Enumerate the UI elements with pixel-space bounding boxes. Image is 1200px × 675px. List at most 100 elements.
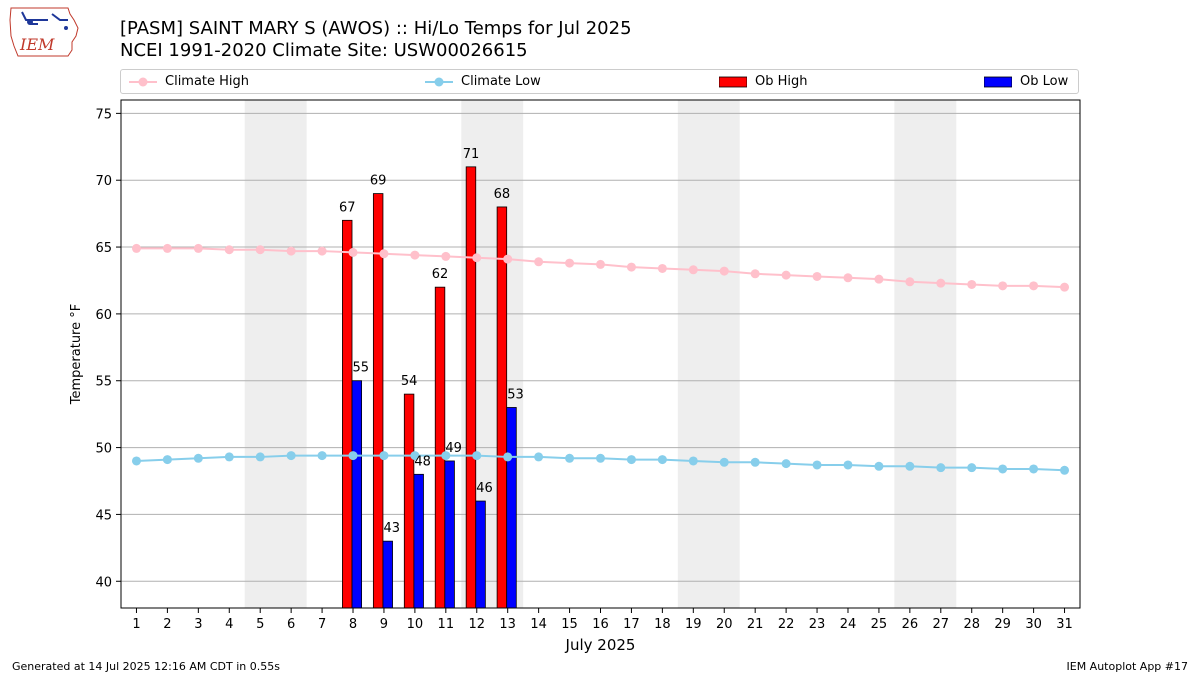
legend-climate-high-swatch — [129, 77, 157, 86]
climate-low-point — [565, 453, 575, 463]
climate-low-point — [1060, 465, 1070, 475]
climate-low-point — [379, 451, 389, 461]
climate-high-point — [781, 270, 791, 280]
y-tick-label: 65 — [95, 241, 112, 256]
climate-high-point — [719, 266, 729, 276]
x-tick-label: 28 — [963, 617, 980, 632]
climate-low-point — [812, 460, 822, 470]
climate-low-point — [472, 451, 482, 461]
climate-high-point — [255, 245, 265, 255]
climate-low-point — [998, 464, 1008, 474]
y-tick-label: 70 — [95, 174, 112, 189]
x-tick-label: 27 — [933, 617, 950, 632]
title-line-1: [PASM] SAINT MARY S (AWOS) :: Hi/Lo Temp… — [120, 18, 632, 39]
ob-low-label: 49 — [445, 441, 462, 456]
ob-high-label: 69 — [370, 174, 387, 189]
climate-low-point — [781, 459, 791, 469]
legend-label: Climate Low — [461, 74, 541, 89]
x-tick-label: 11 — [438, 617, 455, 632]
ob-high-bar — [403, 393, 415, 609]
climate-low-point — [750, 457, 760, 467]
x-tick-label: 21 — [747, 617, 764, 632]
climate-high-point — [1060, 282, 1070, 292]
x-tick-label: 24 — [840, 617, 857, 632]
logo-text: IEM — [19, 35, 55, 54]
climate-high-point — [503, 254, 513, 264]
x-tick-label: 26 — [902, 617, 919, 632]
ob-low-label: 55 — [353, 361, 370, 376]
climate-low-point — [626, 455, 636, 465]
climate-high-point — [348, 247, 358, 257]
x-tick-label: 25 — [871, 617, 888, 632]
x-tick-label: 23 — [809, 617, 826, 632]
x-tick-label: 14 — [530, 617, 547, 632]
x-tick-label: 9 — [380, 617, 388, 632]
ob-low-bar — [351, 380, 363, 609]
y-tick-label: 75 — [95, 107, 112, 122]
legend-ob-low: Ob Low — [984, 70, 1068, 93]
x-tick-label: 18 — [654, 617, 671, 632]
ob-low-label: 53 — [507, 387, 524, 402]
x-tick-label: 8 — [349, 617, 357, 632]
ob-high-bar — [434, 286, 446, 609]
x-tick-label: 19 — [685, 617, 702, 632]
climate-high-point — [688, 265, 698, 275]
climate-low-point — [874, 461, 884, 471]
y-tick-label: 40 — [95, 575, 112, 590]
legend-label: Ob Low — [1020, 74, 1069, 89]
ob-low-label: 48 — [414, 454, 431, 469]
ob-low-bar — [444, 460, 455, 609]
ob-high-label: 67 — [339, 200, 356, 215]
y-tick-label: 45 — [95, 508, 112, 523]
legend: Climate High Climate Low Ob High Ob Low — [120, 69, 1079, 94]
climate-low-point — [224, 452, 234, 462]
climate-high-point — [410, 250, 420, 260]
ob-high-label: 71 — [463, 147, 480, 162]
ob-high-bar — [465, 166, 477, 609]
climate-high-point — [905, 277, 915, 287]
legend-ob-high: Ob High — [719, 70, 808, 93]
y-tick-label: 50 — [95, 442, 112, 457]
legend-climate-high: Climate High — [129, 70, 249, 93]
x-tick-label: 2 — [163, 617, 171, 632]
climate-low-point — [503, 452, 513, 462]
climate-low-point — [596, 453, 605, 463]
climate-high-point — [441, 251, 451, 261]
x-tick-label: 10 — [407, 617, 424, 632]
climate-high-point — [1029, 281, 1039, 291]
climate-high-point — [379, 249, 389, 259]
x-tick-label: 13 — [499, 617, 516, 632]
y-tick-label: 60 — [95, 308, 112, 323]
ob-low-bar — [506, 407, 517, 609]
climate-low-point — [162, 455, 172, 465]
x-tick-label: 3 — [194, 617, 202, 632]
ob-high-bar — [496, 206, 508, 609]
x-axis-label: July 2025 — [565, 636, 636, 654]
app-credit: IEM Autoplot App #17 — [1066, 660, 1189, 673]
ob-low-bar — [382, 540, 393, 609]
x-tick-label: 12 — [468, 617, 485, 632]
legend-climate-low: Climate Low — [425, 70, 541, 93]
climate-low-point — [843, 460, 853, 470]
ob-high-label: 68 — [494, 187, 511, 202]
climate-high-point — [472, 253, 482, 263]
climate-low-point — [441, 451, 451, 461]
x-tick-label: 20 — [716, 617, 733, 632]
climate-high-point — [843, 273, 853, 283]
climate-high-point — [286, 246, 296, 256]
ob-low-bar — [475, 500, 486, 609]
climate-low-point — [193, 453, 203, 463]
x-tick-label: 16 — [592, 617, 609, 632]
climate-low-point — [410, 451, 420, 461]
climate-high-point — [534, 257, 544, 267]
climate-low-point — [348, 451, 358, 461]
weekend-band — [894, 100, 957, 608]
ob-high-label: 62 — [432, 267, 449, 282]
legend-ob-high-swatch — [719, 76, 747, 87]
climate-high-point — [131, 243, 141, 253]
climate-low-point — [534, 452, 544, 462]
iem-logo: IEM — [8, 6, 80, 58]
climate-high-point — [317, 246, 327, 256]
